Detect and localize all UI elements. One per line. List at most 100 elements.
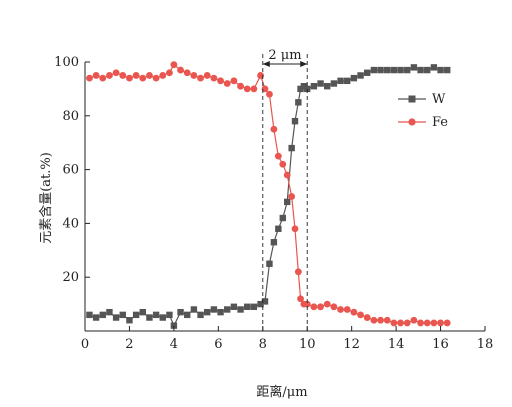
data-point-fe: [443, 319, 451, 327]
data-point-w: [92, 314, 100, 321]
data-point-w: [184, 311, 191, 319]
x-tick-label: 0: [81, 337, 89, 352]
data-point-fe: [357, 311, 364, 319]
annotation-arrowhead-right: [300, 61, 308, 67]
data-point-w: [284, 198, 291, 206]
data-point-fe: [377, 316, 384, 324]
data-point-fe: [170, 61, 178, 69]
data-point-fe: [270, 125, 278, 133]
data-point-w: [324, 83, 331, 90]
x-tick-label: 6: [214, 337, 222, 352]
legend-label-w: W: [432, 92, 446, 107]
data-point-fe: [119, 72, 127, 79]
data-point-w: [424, 66, 431, 74]
data-point-fe: [437, 319, 444, 327]
data-point-w: [337, 77, 344, 85]
data-point-fe: [261, 85, 269, 93]
data-point-w: [288, 144, 295, 152]
data-point-fe: [283, 171, 291, 179]
data-point-w: [357, 72, 364, 79]
data-point-fe: [417, 319, 424, 327]
data-point-w: [152, 311, 160, 319]
plot-marks: [86, 61, 451, 329]
data-point-fe: [410, 316, 418, 324]
x-tick-label: 2: [125, 337, 133, 352]
data-point-fe: [190, 72, 198, 79]
data-point-fe: [86, 74, 93, 82]
data-point-fe: [343, 306, 351, 313]
data-point-w: [217, 308, 224, 316]
data-point-w: [390, 66, 398, 74]
data-point-fe: [274, 152, 282, 160]
data-point-w: [99, 311, 106, 319]
data-point-fe: [430, 319, 438, 327]
data-point-fe: [350, 308, 358, 316]
data-point-fe: [230, 77, 238, 85]
data-point-w: [132, 311, 140, 319]
data-point-w: [304, 85, 311, 93]
y-tick-label: 100: [54, 55, 79, 70]
data-point-fe: [112, 69, 120, 77]
data-point-w: [344, 77, 351, 85]
data-point-w: [270, 239, 278, 246]
x-tick-label: 18: [477, 337, 494, 352]
data-point-w: [297, 85, 304, 93]
data-point-w: [404, 66, 411, 74]
axes: [84, 62, 485, 332]
data-point-w: [291, 117, 299, 125]
data-point-w: [230, 303, 238, 310]
y-tick-label: 60: [62, 163, 79, 178]
data-point-fe: [237, 82, 244, 90]
data-point-fe: [297, 295, 304, 303]
data-point-w: [266, 260, 273, 267]
data-point-fe: [317, 303, 324, 311]
data-point-w: [139, 308, 146, 316]
data-point-w: [330, 80, 338, 87]
data-point-w: [397, 66, 404, 74]
data-point-w: [261, 298, 269, 305]
data-point-w: [224, 306, 231, 313]
data-point-w: [190, 306, 198, 313]
data-point-fe: [177, 66, 184, 74]
data-point-w: [237, 306, 244, 313]
data-point-fe: [166, 69, 173, 77]
data-point-w: [310, 83, 318, 90]
y-tick-label: 80: [62, 109, 79, 124]
legend: W Fe: [398, 92, 448, 130]
legend-marker-fe: [408, 118, 416, 126]
data-point-fe: [291, 225, 299, 233]
data-point-w: [430, 64, 438, 71]
data-point-w: [197, 311, 204, 319]
data-point-fe: [126, 74, 133, 82]
data-point-fe: [183, 69, 191, 77]
x-tick-label: 10: [299, 337, 316, 352]
data-point-w: [364, 69, 371, 76]
data-point-fe: [363, 314, 371, 321]
data-point-w: [350, 74, 358, 82]
data-point-fe: [310, 303, 318, 311]
data-point-w: [112, 314, 120, 321]
series-line-fe: [89, 63, 448, 324]
data-point-fe: [210, 74, 218, 82]
data-point-w: [317, 80, 324, 87]
data-point-w: [257, 300, 264, 308]
annotation-arrowhead-left: [262, 61, 270, 67]
data-point-w: [86, 311, 93, 319]
data-point-w: [210, 306, 218, 313]
annotation: 2 μm: [262, 48, 308, 331]
data-point-fe: [99, 74, 107, 82]
y-axis-title: 元素含量(at.%): [38, 152, 54, 244]
data-point-w: [177, 308, 184, 316]
legend-label-fe: Fe: [432, 115, 448, 130]
data-point-fe: [397, 319, 404, 327]
data-point-fe: [257, 72, 264, 79]
data-point-fe: [423, 319, 431, 327]
data-point-fe: [132, 72, 140, 79]
x-tick-label: 16: [432, 337, 449, 352]
data-point-fe: [250, 85, 258, 93]
series-line-w: [89, 66, 448, 328]
data-point-fe: [243, 85, 251, 93]
x-tick-label: 12: [343, 337, 360, 352]
data-point-w: [204, 308, 211, 316]
